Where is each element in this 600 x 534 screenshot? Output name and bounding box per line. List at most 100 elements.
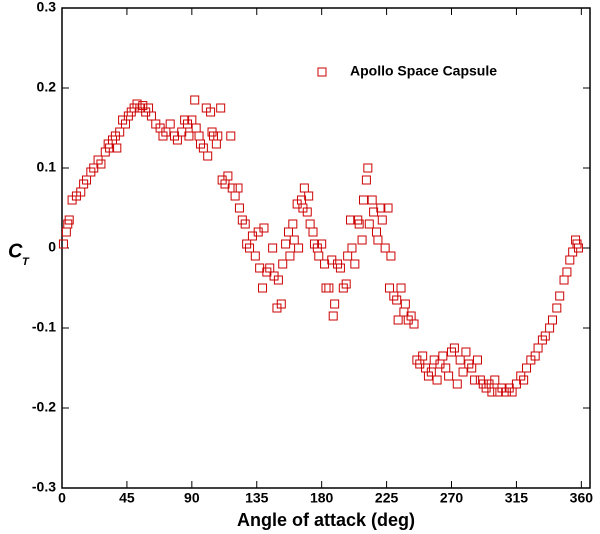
data-point bbox=[341, 279, 351, 289]
data-point bbox=[305, 219, 315, 229]
data-point bbox=[343, 251, 353, 261]
data-point bbox=[283, 227, 293, 237]
data-point bbox=[386, 251, 396, 261]
data-point bbox=[234, 203, 244, 213]
y-tick-label: -0.3 bbox=[32, 479, 56, 495]
data-point bbox=[230, 191, 240, 201]
data-point bbox=[361, 175, 371, 185]
data-point bbox=[233, 183, 243, 193]
data-point bbox=[393, 315, 403, 325]
data-point bbox=[555, 291, 565, 301]
y-axis-label-subscript: T bbox=[22, 256, 30, 268]
data-point bbox=[288, 219, 298, 229]
y-tick-label: 0 bbox=[48, 239, 56, 255]
data-point bbox=[396, 283, 406, 293]
data-point bbox=[112, 143, 122, 153]
data-point bbox=[308, 227, 318, 237]
data-point bbox=[226, 131, 236, 141]
data-point bbox=[299, 183, 309, 193]
data-point bbox=[467, 363, 477, 373]
data-point bbox=[194, 131, 204, 141]
data-point bbox=[377, 215, 387, 225]
data-point bbox=[409, 319, 419, 329]
data-point bbox=[328, 311, 338, 321]
data-point bbox=[347, 243, 357, 253]
data-point bbox=[289, 235, 299, 245]
data-point bbox=[487, 387, 497, 397]
data-point bbox=[285, 251, 295, 261]
data-point bbox=[64, 215, 74, 225]
y-tick-label: 0.1 bbox=[37, 159, 57, 175]
legend-marker bbox=[317, 67, 327, 77]
data-point bbox=[304, 191, 314, 201]
data-point bbox=[522, 363, 532, 373]
y-tick-label: 0.2 bbox=[37, 79, 57, 95]
data-point bbox=[392, 295, 402, 305]
data-point bbox=[184, 131, 194, 141]
data-point bbox=[61, 227, 71, 237]
data-point bbox=[213, 131, 223, 141]
data-point bbox=[438, 351, 448, 361]
data-point bbox=[449, 343, 459, 353]
x-tick-label: 315 bbox=[505, 490, 529, 506]
data-point bbox=[211, 139, 221, 149]
data-point bbox=[350, 259, 360, 269]
data-point bbox=[371, 227, 381, 237]
data-point bbox=[559, 275, 569, 285]
data-point bbox=[165, 119, 175, 129]
data-point bbox=[458, 367, 468, 377]
data-point bbox=[206, 107, 216, 117]
data-point bbox=[533, 343, 543, 353]
data-point bbox=[573, 243, 583, 253]
data-point bbox=[273, 275, 283, 285]
data-point bbox=[545, 323, 555, 333]
data-point bbox=[276, 299, 286, 309]
data-point bbox=[223, 171, 233, 181]
data-point bbox=[418, 351, 428, 361]
y-axis-label: C bbox=[8, 240, 23, 262]
data-point bbox=[268, 243, 278, 253]
y-tick-label: 0.3 bbox=[37, 0, 57, 15]
x-tick-label: 270 bbox=[440, 490, 464, 506]
data-point bbox=[472, 355, 482, 365]
data-point bbox=[317, 239, 327, 249]
data-point bbox=[115, 127, 125, 137]
x-axis-label: Angle of attack (deg) bbox=[237, 510, 415, 530]
data-point bbox=[519, 375, 529, 385]
data-point bbox=[302, 207, 312, 217]
data-point bbox=[376, 203, 386, 213]
data-point bbox=[294, 243, 304, 253]
data-point bbox=[470, 375, 480, 385]
data-point bbox=[432, 375, 442, 385]
x-tick-label: 135 bbox=[245, 490, 269, 506]
data-point bbox=[384, 283, 394, 293]
data-point bbox=[258, 283, 268, 293]
data-point bbox=[281, 239, 291, 249]
data-point bbox=[259, 223, 269, 233]
data-point bbox=[444, 371, 454, 381]
data-point bbox=[190, 95, 200, 105]
x-tick-label: 45 bbox=[119, 490, 135, 506]
data-point bbox=[58, 239, 68, 249]
data-point bbox=[96, 159, 106, 169]
x-tick-label: 180 bbox=[310, 490, 334, 506]
data-point bbox=[490, 375, 500, 385]
data-point bbox=[330, 299, 340, 309]
data-point bbox=[324, 283, 334, 293]
data-point bbox=[373, 235, 383, 245]
y-tick-label: -0.2 bbox=[32, 399, 56, 415]
data-point bbox=[191, 123, 201, 133]
data-point bbox=[562, 267, 572, 277]
data-point bbox=[354, 219, 364, 229]
y-tick-label: -0.1 bbox=[32, 319, 56, 335]
data-point bbox=[250, 251, 260, 261]
data-point bbox=[452, 379, 462, 389]
data-point bbox=[357, 235, 367, 245]
data-point bbox=[359, 195, 369, 205]
x-tick-label: 360 bbox=[570, 490, 594, 506]
legend-label: Apollo Space Capsule bbox=[350, 63, 497, 79]
data-point bbox=[278, 259, 288, 269]
data-point bbox=[426, 367, 436, 377]
data-point bbox=[547, 315, 557, 325]
